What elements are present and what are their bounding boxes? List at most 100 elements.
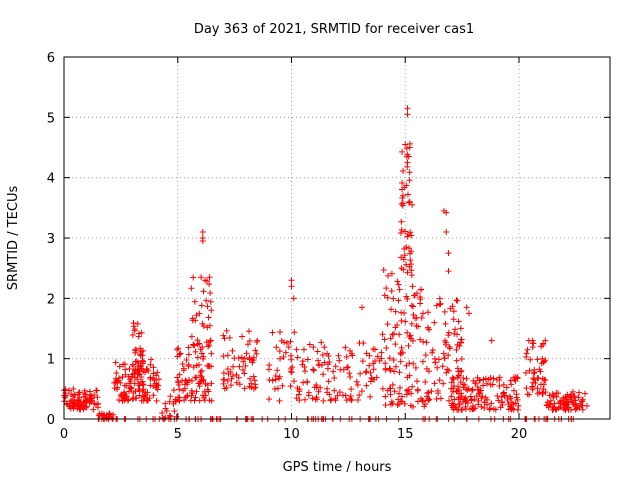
data-point (220, 370, 227, 377)
data-point (396, 369, 403, 376)
data-point (467, 393, 474, 400)
data-point (443, 209, 450, 216)
data-point (408, 272, 415, 279)
data-point (140, 381, 147, 388)
data-point (124, 397, 131, 404)
data-point (221, 376, 228, 383)
data-point (318, 339, 325, 346)
data-point (115, 375, 122, 382)
data-point (299, 361, 306, 368)
data-point (116, 363, 123, 370)
data-point (305, 389, 312, 396)
data-point (111, 385, 118, 392)
data-point (414, 378, 421, 385)
data-point (408, 261, 415, 268)
data-point (185, 351, 192, 358)
data-point (344, 364, 351, 371)
data-point (246, 328, 253, 335)
data-point (288, 277, 295, 284)
data-point (549, 390, 556, 397)
data-point (71, 402, 78, 409)
data-point (250, 373, 257, 380)
data-point (153, 372, 160, 379)
data-point (246, 375, 253, 382)
data-point (570, 401, 577, 408)
data-point (183, 356, 190, 363)
data-point (202, 277, 209, 284)
data-point (468, 396, 475, 403)
data-point (150, 392, 157, 399)
data-point (152, 383, 159, 390)
data-point (357, 370, 364, 377)
data-point (207, 298, 214, 305)
data-point (273, 344, 280, 351)
data-point (445, 332, 452, 339)
data-point (174, 346, 181, 353)
data-point (356, 392, 363, 399)
data-point (252, 347, 259, 354)
data-point (224, 366, 231, 373)
data-point (332, 397, 339, 404)
data-point (226, 334, 233, 341)
data-point (287, 352, 294, 359)
data-point (441, 308, 448, 315)
data-point (495, 397, 502, 404)
data-point (208, 397, 215, 404)
data-point (229, 373, 236, 380)
data-point (120, 361, 127, 368)
data-point (239, 333, 246, 340)
data-point (371, 376, 378, 383)
data-point (420, 338, 427, 345)
data-point (447, 305, 454, 312)
data-point (419, 310, 426, 317)
data-point (541, 358, 548, 365)
data-point (321, 344, 328, 351)
data-point (302, 368, 309, 375)
data-point (406, 177, 413, 184)
data-point (153, 397, 160, 404)
data-point (128, 373, 135, 380)
data-point (335, 352, 342, 359)
data-point (265, 366, 272, 373)
data-point (453, 346, 460, 353)
data-point (409, 201, 416, 208)
data-point (401, 400, 408, 407)
data-point (388, 270, 395, 277)
data-point (283, 339, 290, 346)
data-point (309, 395, 316, 402)
data-point (279, 382, 286, 389)
data-point (437, 395, 444, 402)
data-point (294, 384, 301, 391)
data-point (451, 330, 458, 337)
data-point (425, 368, 432, 375)
y-tick-label: 4 (47, 172, 55, 187)
data-point (195, 361, 202, 368)
data-point (434, 387, 441, 394)
data-point (429, 349, 436, 356)
data-point (122, 371, 129, 378)
data-point (142, 389, 149, 396)
data-point (381, 292, 388, 299)
y-tick-label: 6 (47, 51, 55, 66)
data-point (454, 297, 461, 304)
data-point (398, 218, 405, 225)
data-point (91, 392, 98, 399)
data-point (200, 288, 207, 295)
data-point (378, 349, 385, 356)
data-point (185, 344, 192, 351)
data-point (543, 402, 550, 409)
data-point (395, 297, 402, 304)
data-point (571, 397, 578, 404)
data-point (140, 358, 147, 365)
data-point (488, 400, 495, 407)
data-point (478, 403, 485, 410)
data-point (179, 360, 186, 367)
data-point (410, 303, 417, 310)
data-point (188, 285, 195, 292)
data-point (363, 382, 370, 389)
data-point (415, 398, 422, 405)
data-point (465, 310, 472, 317)
data-point (208, 307, 215, 314)
data-point (192, 348, 199, 355)
